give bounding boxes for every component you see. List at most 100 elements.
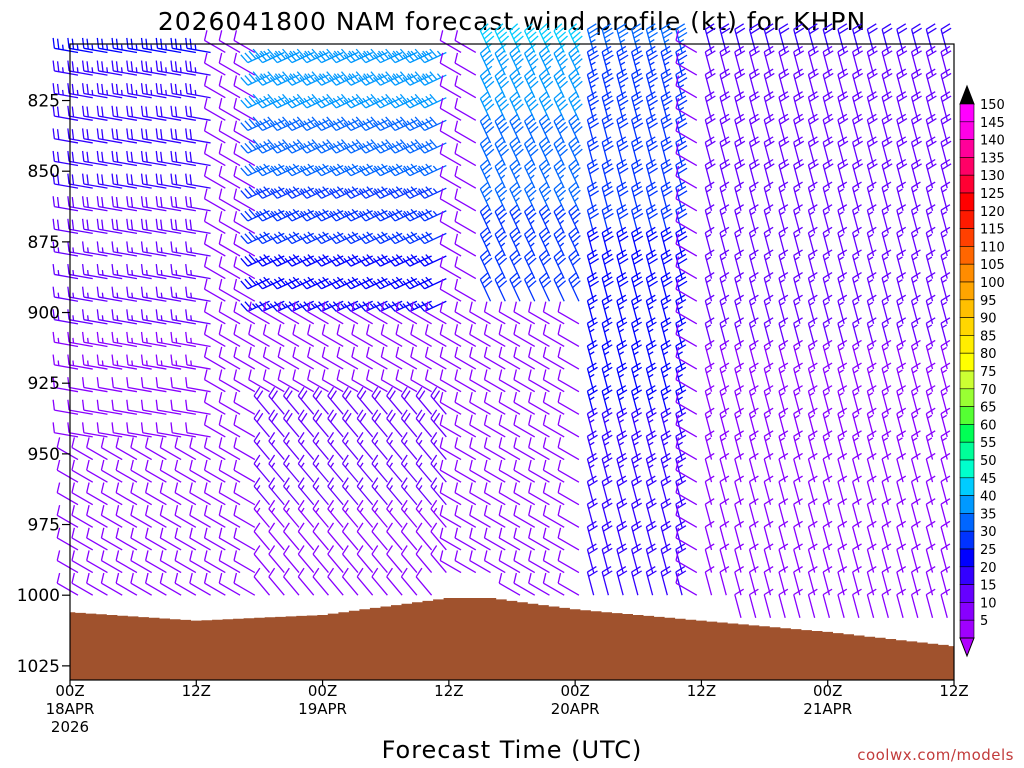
colorbar-swatch xyxy=(959,317,975,336)
wind-barb xyxy=(852,272,862,302)
colorbar-swatch xyxy=(959,530,975,550)
wind-barb xyxy=(386,522,403,551)
wind-barb xyxy=(185,173,211,189)
wind-barb xyxy=(542,550,565,574)
wind-barb xyxy=(356,477,374,506)
wind-barb xyxy=(430,409,447,438)
wind-barb xyxy=(218,369,241,393)
wind-barb xyxy=(174,482,197,506)
wind-barb xyxy=(748,362,759,392)
wind-barb xyxy=(203,120,226,144)
colorbar-swatch xyxy=(959,459,975,479)
wind-barb xyxy=(528,572,550,596)
wind-barb xyxy=(925,430,936,460)
wind-barb xyxy=(126,331,152,348)
wind-barb xyxy=(439,414,462,438)
wind-barb xyxy=(297,522,315,551)
wind-barb xyxy=(719,294,730,325)
wind-barb xyxy=(454,482,477,506)
wind-barb xyxy=(170,331,196,348)
wind-barb xyxy=(283,545,300,574)
wind-barb xyxy=(852,317,862,347)
wind-barb xyxy=(218,414,241,438)
wind-barb xyxy=(524,113,539,144)
wind-barb xyxy=(67,309,93,325)
wind-barb xyxy=(140,286,167,302)
wind-barb xyxy=(553,68,568,98)
wind-barb xyxy=(837,339,848,370)
wind-barb xyxy=(111,331,138,348)
wind-barb xyxy=(852,430,862,460)
wind-barb xyxy=(896,452,907,483)
wind-barb xyxy=(203,301,226,325)
wind-barb xyxy=(71,459,94,483)
wind-barb xyxy=(312,409,329,438)
wind-barb xyxy=(553,181,567,212)
wind-barb xyxy=(509,226,522,257)
wind-barb xyxy=(494,158,508,189)
wind-barb xyxy=(356,432,374,460)
wind-barb xyxy=(81,377,108,393)
wind-barb xyxy=(719,226,730,257)
wind-barb xyxy=(793,385,803,415)
wind-barb xyxy=(56,482,79,506)
wind-barb xyxy=(297,477,315,506)
wind-barb xyxy=(439,256,462,280)
wind-barb xyxy=(704,520,715,551)
wind-barb xyxy=(336,346,359,370)
wind-barb xyxy=(763,452,774,483)
wind-barb xyxy=(852,475,862,505)
wind-barb xyxy=(925,339,936,370)
wind-barb xyxy=(307,301,329,325)
wind-barb xyxy=(763,475,774,505)
wind-barb xyxy=(881,565,892,596)
wind-barb xyxy=(837,204,848,234)
wind-barb xyxy=(538,136,554,166)
wind-barb xyxy=(56,527,79,551)
wind-barb xyxy=(430,386,447,415)
wind-barb xyxy=(881,407,892,438)
wind-barb xyxy=(233,120,256,144)
wind-barb xyxy=(675,369,698,393)
colorbar-label: 30 xyxy=(980,525,997,540)
wind-barb xyxy=(538,181,552,212)
wind-barb xyxy=(778,272,789,302)
colorbar-label: 125 xyxy=(980,187,1005,202)
wind-barb xyxy=(253,567,271,596)
wind-barb xyxy=(704,362,715,392)
wind-barb xyxy=(494,68,510,98)
wind-barb xyxy=(479,68,495,98)
wind-barb xyxy=(910,181,921,211)
wind-barb xyxy=(910,498,921,528)
wind-barb xyxy=(881,430,892,460)
wind-barb xyxy=(67,196,93,212)
wind-barb xyxy=(277,324,300,348)
wind-barb xyxy=(778,498,789,528)
wind-barb xyxy=(203,505,226,528)
x-tick-label: 00Z xyxy=(560,682,589,700)
wind-barb xyxy=(822,520,833,551)
wind-barb xyxy=(454,120,477,144)
wind-barb xyxy=(56,505,79,528)
wind-barb xyxy=(189,459,211,483)
wind-barb xyxy=(498,482,521,506)
wind-barb xyxy=(439,301,462,325)
wind-barb xyxy=(100,527,123,551)
wind-barb xyxy=(586,430,598,460)
wind-barb xyxy=(277,369,300,393)
wind-barb xyxy=(312,454,329,483)
wind-barb xyxy=(327,545,344,574)
wind-barb xyxy=(645,91,658,121)
wind-barb xyxy=(748,475,759,505)
colorbar: 1501451401351301251201151101051009590858… xyxy=(959,84,1005,658)
x-tick-label: 00Z xyxy=(813,682,842,700)
wind-barb xyxy=(52,241,79,257)
wind-barb xyxy=(778,181,789,211)
wind-barb xyxy=(557,437,580,461)
wind-barb xyxy=(494,249,508,279)
wind-barb xyxy=(218,550,241,574)
wind-barb xyxy=(233,143,256,167)
wind-barb xyxy=(498,391,521,415)
wind-barb xyxy=(155,128,182,144)
